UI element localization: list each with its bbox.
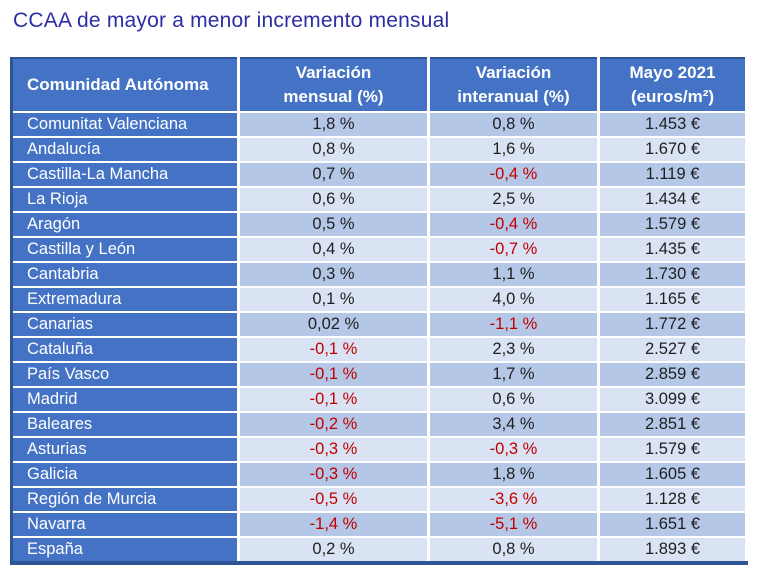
- table-row: Canarias 0,02 % -1,1 % 1.772 €: [11, 312, 748, 338]
- variacion-interanual-cell: -3,6 %: [428, 487, 600, 513]
- ccaa-name-cell: La Rioja: [11, 187, 240, 213]
- ccaa-name-cell: Canarias: [11, 312, 240, 338]
- ccaa-name-cell: Castilla-La Mancha: [11, 162, 240, 188]
- variacion-mensual-cell: 0,5 %: [238, 212, 430, 238]
- variacion-mensual-cell: 0,4 %: [238, 237, 430, 263]
- mayo-2021-cell: 1.434 €: [598, 187, 748, 213]
- table-row: La Rioja 0,6 % 2,5 % 1.434 €: [11, 187, 748, 213]
- variacion-interanual-cell: 2,3 %: [428, 337, 600, 363]
- variacion-mensual-cell: -0,1 %: [238, 362, 430, 388]
- table-row: Cataluña -0,1 % 2,3 % 2.527 €: [11, 337, 748, 363]
- variacion-mensual-cell: 1,8 %: [238, 112, 430, 138]
- mayo-2021-cell: 2.859 €: [598, 362, 748, 388]
- table-row: España 0,2 % 0,8 % 1.893 €: [11, 537, 748, 564]
- ccaa-name-cell: Región de Murcia: [11, 487, 240, 513]
- variacion-interanual-cell: 0,6 %: [428, 387, 600, 413]
- header-mayo-2021: Mayo 2021 (euros/m²): [598, 58, 748, 113]
- mayo-2021-cell: 1.605 €: [598, 462, 748, 488]
- variacion-mensual-cell: 0,1 %: [238, 287, 430, 313]
- variacion-mensual-cell: -0,3 %: [238, 437, 430, 463]
- mayo-2021-cell: 1.893 €: [598, 537, 748, 564]
- table-row: Castilla-La Mancha 0,7 % -0,4 % 1.119 €: [11, 162, 748, 188]
- table-row: Comunitat Valenciana 1,8 % 0,8 % 1.453 €: [11, 112, 748, 138]
- page-title: CCAA de mayor a menor incremento mensual: [13, 9, 450, 32]
- table-row: Aragón 0,5 % -0,4 % 1.579 €: [11, 212, 748, 238]
- variacion-mensual-cell: 0,8 %: [238, 137, 430, 163]
- variacion-mensual-cell: -1,4 %: [238, 512, 430, 538]
- variacion-interanual-cell: 3,4 %: [428, 412, 600, 438]
- mayo-2021-cell: 1.772 €: [598, 312, 748, 338]
- table-row: Madrid -0,1 % 0,6 % 3.099 €: [11, 387, 748, 413]
- table-row: País Vasco -0,1 % 1,7 % 2.859 €: [11, 362, 748, 388]
- mayo-2021-cell: 2.851 €: [598, 412, 748, 438]
- table-row: Asturias -0,3 % -0,3 % 1.579 €: [11, 437, 748, 463]
- variacion-interanual-cell: 1,8 %: [428, 462, 600, 488]
- table-body: Comunitat Valenciana 1,8 % 0,8 % 1.453 € And…: [11, 112, 748, 564]
- variacion-interanual-cell: -0,7 %: [428, 237, 600, 263]
- mayo-2021-cell: 1.579 €: [598, 212, 748, 238]
- mayo-2021-cell: 1.670 €: [598, 137, 748, 163]
- variacion-mensual-cell: 0,3 %: [238, 262, 430, 288]
- variacion-interanual-cell: 1,6 %: [428, 137, 600, 163]
- variacion-interanual-cell: -5,1 %: [428, 512, 600, 538]
- variacion-interanual-cell: 4,0 %: [428, 287, 600, 313]
- variacion-interanual-cell: 1,1 %: [428, 262, 600, 288]
- ccaa-table: Comunidad Autónoma Variación mensual (%)…: [10, 57, 748, 565]
- ccaa-name-cell: Comunitat Valenciana: [11, 112, 240, 138]
- ccaa-name-cell: Castilla y León: [11, 237, 240, 263]
- table-row: Baleares -0,2 % 3,4 % 2.851 €: [11, 412, 748, 438]
- variacion-mensual-cell: 0,2 %: [238, 537, 430, 564]
- mayo-2021-cell: 1.435 €: [598, 237, 748, 263]
- table-row: Navarra -1,4 % -5,1 % 1.651 €: [11, 512, 748, 538]
- mayo-2021-cell: 1.128 €: [598, 487, 748, 513]
- variacion-mensual-cell: -0,1 %: [238, 387, 430, 413]
- variacion-mensual-cell: -0,2 %: [238, 412, 430, 438]
- ccaa-name-cell: Aragón: [11, 212, 240, 238]
- mayo-2021-cell: 1.651 €: [598, 512, 748, 538]
- variacion-mensual-cell: 0,02 %: [238, 312, 430, 338]
- ccaa-name-cell: Cantabria: [11, 262, 240, 288]
- mayo-2021-cell: 1.165 €: [598, 287, 748, 313]
- ccaa-name-cell: Andalucía: [11, 137, 240, 163]
- mayo-2021-cell: 2.527 €: [598, 337, 748, 363]
- variacion-interanual-cell: 1,7 %: [428, 362, 600, 388]
- table-row: Andalucía 0,8 % 1,6 % 1.670 €: [11, 137, 748, 163]
- mayo-2021-cell: 3.099 €: [598, 387, 748, 413]
- ccaa-name-cell: Galicia: [11, 462, 240, 488]
- mayo-2021-cell: 1.453 €: [598, 112, 748, 138]
- mayo-2021-cell: 1.730 €: [598, 262, 748, 288]
- variacion-interanual-cell: -0,3 %: [428, 437, 600, 463]
- header-comunidad-autonoma: Comunidad Autónoma: [11, 58, 240, 113]
- variacion-interanual-cell: 2,5 %: [428, 187, 600, 213]
- variacion-interanual-cell: -0,4 %: [428, 162, 600, 188]
- table-row: Extremadura 0,1 % 4,0 % 1.165 €: [11, 287, 748, 313]
- ccaa-name-cell: España: [11, 537, 240, 564]
- variacion-mensual-cell: 0,6 %: [238, 187, 430, 213]
- variacion-interanual-cell: 0,8 %: [428, 112, 600, 138]
- ccaa-name-cell: Baleares: [11, 412, 240, 438]
- variacion-mensual-cell: -0,3 %: [238, 462, 430, 488]
- mayo-2021-cell: 1.119 €: [598, 162, 748, 188]
- ccaa-name-cell: Extremadura: [11, 287, 240, 313]
- header-row: Comunidad Autónoma Variación mensual (%)…: [11, 58, 748, 113]
- table-row: Castilla y León 0,4 % -0,7 % 1.435 €: [11, 237, 748, 263]
- mayo-2021-cell: 1.579 €: [598, 437, 748, 463]
- header-variacion-mensual: Variación mensual (%): [238, 58, 430, 113]
- variacion-mensual-cell: 0,7 %: [238, 162, 430, 188]
- ccaa-name-cell: Asturias: [11, 437, 240, 463]
- variacion-interanual-cell: -1,1 %: [428, 312, 600, 338]
- header-variacion-interanual: Variación interanual (%): [428, 58, 600, 113]
- variacion-mensual-cell: -0,1 %: [238, 337, 430, 363]
- variacion-mensual-cell: -0,5 %: [238, 487, 430, 513]
- ccaa-name-cell: País Vasco: [11, 362, 240, 388]
- ccaa-name-cell: Cataluña: [11, 337, 240, 363]
- ccaa-name-cell: Navarra: [11, 512, 240, 538]
- table-row: Región de Murcia -0,5 % -3,6 % 1.128 €: [11, 487, 748, 513]
- variacion-interanual-cell: 0,8 %: [428, 537, 600, 564]
- table-row: Cantabria 0,3 % 1,1 % 1.730 €: [11, 262, 748, 288]
- table-row: Galicia -0,3 % 1,8 % 1.605 €: [11, 462, 748, 488]
- variacion-interanual-cell: -0,4 %: [428, 212, 600, 238]
- ccaa-name-cell: Madrid: [11, 387, 240, 413]
